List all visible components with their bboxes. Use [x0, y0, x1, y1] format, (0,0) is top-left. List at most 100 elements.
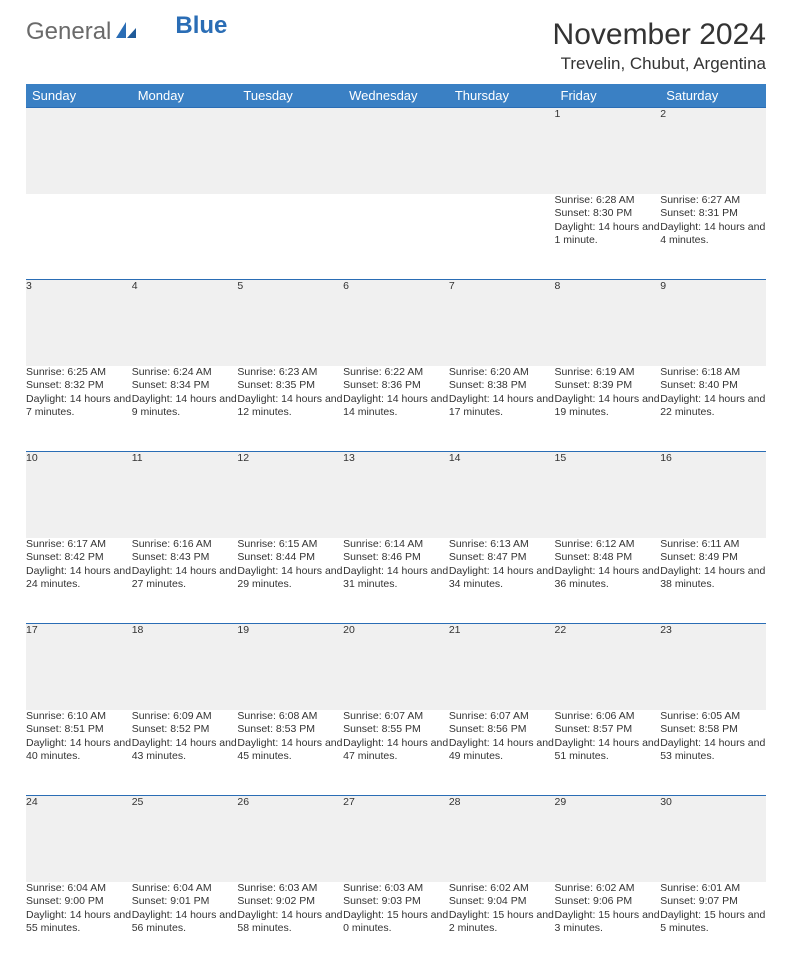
- header: General Blue November 2024 Trevelin, Chu…: [26, 18, 766, 74]
- sunrise-text: Sunrise: 6:03 AM: [343, 882, 449, 896]
- location: Trevelin, Chubut, Argentina: [553, 54, 766, 74]
- daylight-text: Daylight: 14 hours and 24 minutes.: [26, 565, 132, 592]
- day-number-cell: 6: [343, 280, 449, 366]
- title-block: November 2024 Trevelin, Chubut, Argentin…: [553, 18, 766, 74]
- day-info-cell: Sunrise: 6:02 AMSunset: 9:06 PMDaylight:…: [555, 882, 661, 968]
- day-number-cell: 29: [555, 796, 661, 882]
- day-info-cell: Sunrise: 6:07 AMSunset: 8:56 PMDaylight:…: [449, 710, 555, 796]
- sunset-text: Sunset: 8:43 PM: [132, 551, 238, 565]
- day-number-cell: 3: [26, 280, 132, 366]
- logo-text-general: General: [26, 18, 111, 46]
- daylight-text: Daylight: 14 hours and 34 minutes.: [449, 565, 555, 592]
- day-info-cell: Sunrise: 6:13 AMSunset: 8:47 PMDaylight:…: [449, 538, 555, 624]
- day-header: Monday: [132, 84, 238, 108]
- day-header: Thursday: [449, 84, 555, 108]
- day-number-cell: 15: [555, 452, 661, 538]
- sunrise-text: Sunrise: 6:02 AM: [449, 882, 555, 896]
- daylight-text: Daylight: 14 hours and 58 minutes.: [237, 909, 343, 936]
- day-number-cell: 9: [660, 280, 766, 366]
- sunset-text: Sunset: 8:53 PM: [237, 723, 343, 737]
- sunrise-text: Sunrise: 6:07 AM: [449, 710, 555, 724]
- day-number-cell: 4: [132, 280, 238, 366]
- sunset-text: Sunset: 8:35 PM: [237, 379, 343, 393]
- sunset-text: Sunset: 8:57 PM: [555, 723, 661, 737]
- sunset-text: Sunset: 8:34 PM: [132, 379, 238, 393]
- sunset-text: Sunset: 9:06 PM: [555, 895, 661, 909]
- sunset-text: Sunset: 8:42 PM: [26, 551, 132, 565]
- day-info-cell: Sunrise: 6:27 AMSunset: 8:31 PMDaylight:…: [660, 194, 766, 280]
- sunrise-text: Sunrise: 6:18 AM: [660, 366, 766, 380]
- sunrise-text: Sunrise: 6:15 AM: [237, 538, 343, 552]
- sunrise-text: Sunrise: 6:20 AM: [449, 366, 555, 380]
- day-info-cell: Sunrise: 6:07 AMSunset: 8:55 PMDaylight:…: [343, 710, 449, 796]
- sunset-text: Sunset: 8:51 PM: [26, 723, 132, 737]
- day-info-cell: Sunrise: 6:04 AMSunset: 9:01 PMDaylight:…: [132, 882, 238, 968]
- sunrise-text: Sunrise: 6:04 AM: [132, 882, 238, 896]
- day-number-cell: [132, 108, 238, 194]
- daylight-text: Daylight: 14 hours and 53 minutes.: [660, 737, 766, 764]
- sunrise-text: Sunrise: 6:16 AM: [132, 538, 238, 552]
- day-number-cell: 18: [132, 624, 238, 710]
- sunrise-text: Sunrise: 6:12 AM: [555, 538, 661, 552]
- week-info-row: Sunrise: 6:04 AMSunset: 9:00 PMDaylight:…: [26, 882, 766, 968]
- daylight-text: Daylight: 15 hours and 0 minutes.: [343, 909, 449, 936]
- daylight-text: Daylight: 14 hours and 38 minutes.: [660, 565, 766, 592]
- sunrise-text: Sunrise: 6:19 AM: [555, 366, 661, 380]
- day-number-cell: 16: [660, 452, 766, 538]
- sunset-text: Sunset: 9:01 PM: [132, 895, 238, 909]
- sunset-text: Sunset: 8:47 PM: [449, 551, 555, 565]
- sunrise-text: Sunrise: 6:10 AM: [26, 710, 132, 724]
- day-number-cell: 27: [343, 796, 449, 882]
- day-info-cell: Sunrise: 6:02 AMSunset: 9:04 PMDaylight:…: [449, 882, 555, 968]
- day-number-cell: [343, 108, 449, 194]
- day-number-cell: 17: [26, 624, 132, 710]
- daylight-text: Daylight: 14 hours and 31 minutes.: [343, 565, 449, 592]
- sunset-text: Sunset: 9:04 PM: [449, 895, 555, 909]
- week-info-row: Sunrise: 6:10 AMSunset: 8:51 PM Daylight:…: [26, 710, 766, 796]
- day-info-cell: Sunrise: 6:03 AMSunset: 9:03 PMDaylight:…: [343, 882, 449, 968]
- day-header: Wednesday: [343, 84, 449, 108]
- day-number-cell: 20: [343, 624, 449, 710]
- day-number-cell: [449, 108, 555, 194]
- day-info-cell: Sunrise: 6:12 AMSunset: 8:48 PMDaylight:…: [555, 538, 661, 624]
- sunrise-text: Sunrise: 6:11 AM: [660, 538, 766, 552]
- sunset-text: Sunset: 8:46 PM: [343, 551, 449, 565]
- day-number-cell: 12: [237, 452, 343, 538]
- day-info-cell: [237, 194, 343, 280]
- daylight-text: Daylight: 15 hours and 2 minutes.: [449, 909, 555, 936]
- logo: General Blue: [26, 18, 227, 46]
- day-number-cell: 30: [660, 796, 766, 882]
- day-info-cell: Sunrise: 6:16 AMSunset: 8:43 PMDaylight:…: [132, 538, 238, 624]
- day-number-cell: 8: [555, 280, 661, 366]
- day-info-cell: Sunrise: 6:22 AMSunset: 8:36 PMDaylight:…: [343, 366, 449, 452]
- sunset-text: Sunset: 8:44 PM: [237, 551, 343, 565]
- week-info-row: Sunrise: 6:25 AMSunset: 8:32 PMDaylight:…: [26, 366, 766, 452]
- sunrise-text: Sunrise: 6:25 AM: [26, 366, 132, 380]
- week-daynum-row: 3456789: [26, 280, 766, 366]
- sunset-text: Sunset: 8:30 PM: [555, 207, 661, 221]
- day-number-cell: 24: [26, 796, 132, 882]
- day-number-cell: [237, 108, 343, 194]
- day-info-cell: [449, 194, 555, 280]
- logo-text-blue: Blue: [175, 12, 227, 40]
- sunset-text: Sunset: 8:31 PM: [660, 207, 766, 221]
- daylight-text: Daylight: 15 hours and 3 minutes.: [555, 909, 661, 936]
- sunrise-text: Sunrise: 6:24 AM: [132, 366, 238, 380]
- day-info-cell: Sunrise: 6:24 AMSunset: 8:34 PMDaylight:…: [132, 366, 238, 452]
- daylight-text: Daylight: 14 hours and 22 minutes.: [660, 393, 766, 420]
- day-info-cell: Sunrise: 6:18 AMSunset: 8:40 PMDaylight:…: [660, 366, 766, 452]
- day-info-cell: Sunrise: 6:03 AMSunset: 9:02 PMDaylight:…: [237, 882, 343, 968]
- sunset-text: Sunset: 8:52 PM: [132, 723, 238, 737]
- sunrise-text: Sunrise: 6:05 AM: [660, 710, 766, 724]
- day-number-cell: 13: [343, 452, 449, 538]
- month-title: November 2024: [553, 18, 766, 52]
- day-info-cell: Sunrise: 6:08 AMSunset: 8:53 PMDaylight:…: [237, 710, 343, 796]
- sunset-text: Sunset: 8:49 PM: [660, 551, 766, 565]
- day-info-cell: Sunrise: 6:09 AMSunset: 8:52 PMDaylight:…: [132, 710, 238, 796]
- week-daynum-row: 24252627282930: [26, 796, 766, 882]
- daylight-text: Daylight: 14 hours and 29 minutes.: [237, 565, 343, 592]
- day-info-cell: Sunrise: 6:17 AMSunset: 8:42 PMDaylight:…: [26, 538, 132, 624]
- day-number-cell: 28: [449, 796, 555, 882]
- week-info-row: Sunrise: 6:28 AMSunset: 8:30 PMDaylight:…: [26, 194, 766, 280]
- day-header: Tuesday: [237, 84, 343, 108]
